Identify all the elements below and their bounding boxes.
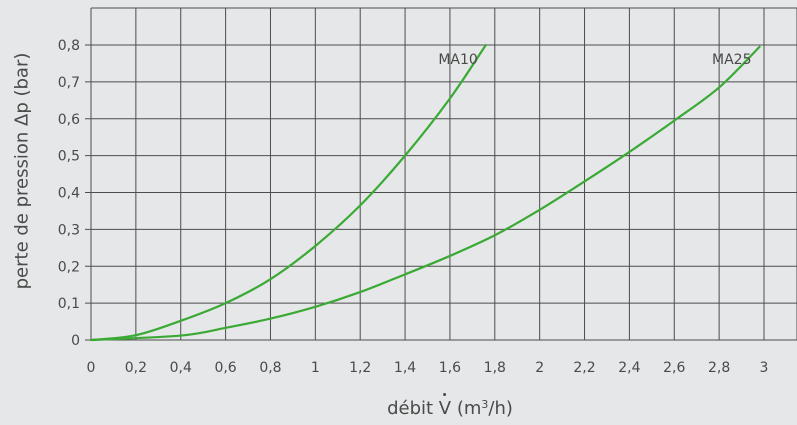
x-axis-title-prefix: débit xyxy=(387,398,439,419)
x-tick-label-15: 3 xyxy=(760,360,769,376)
x-tick-label-11: 2,2 xyxy=(573,360,595,376)
y-tick-label-6: 0,6 xyxy=(58,112,80,128)
y-tick-label-3: 0,3 xyxy=(58,222,80,238)
x-tick-label-12: 2,4 xyxy=(618,360,640,376)
x-tick-label-3: 0,6 xyxy=(214,360,236,376)
y-tick-label-8: 0,8 xyxy=(58,38,80,54)
x-tick-label-1: 0,2 xyxy=(125,360,147,376)
x-tick-label-14: 2,8 xyxy=(708,360,730,376)
x-axis-title-symbol: V xyxy=(438,393,452,419)
x-axis-title: débit V (m3/h) xyxy=(387,393,513,419)
y-tick-label-7: 0,7 xyxy=(58,75,80,91)
series-line-ma10 xyxy=(89,43,487,342)
y-tick-label-2: 0,2 xyxy=(58,259,80,275)
series-line-ma25 xyxy=(89,45,761,342)
y-tick-label-4: 0,4 xyxy=(58,186,80,202)
x-tick-label-9: 1,8 xyxy=(484,360,506,376)
x-axis-title-unit-close: /h) xyxy=(488,398,513,419)
x-tick-label-2: 0,4 xyxy=(170,360,192,376)
x-tick-label-6: 1,2 xyxy=(349,360,371,376)
series-label-ma25: MA25 xyxy=(712,52,751,68)
x-tick-label-13: 2,6 xyxy=(663,360,685,376)
series-labels: MA10 MA25 xyxy=(438,52,751,68)
x-tick-label-7: 1,4 xyxy=(394,360,416,376)
series-label-ma10: MA10 xyxy=(438,52,477,68)
x-axis-title-unit-sup: 3 xyxy=(481,398,489,411)
x-tick-label-0: 0 xyxy=(87,360,96,376)
x-tick-label-10: 2 xyxy=(535,360,544,376)
axes: 0 0,1 0,2 0,3 0,4 0,5 0,6 0,7 0,8 0 0,2 0,4 0,6 0,8 1 1… xyxy=(58,38,769,376)
x-tick-label-4: 0,8 xyxy=(259,360,281,376)
x-tick-label-5: 1 xyxy=(311,360,320,376)
y-axis-title: perte de pression Δp (bar) xyxy=(11,52,33,290)
grid xyxy=(90,7,797,341)
y-tick-label-5: 0,5 xyxy=(58,149,80,165)
series-lines xyxy=(89,43,761,342)
x-tick-label-8: 1,6 xyxy=(439,360,461,376)
x-axis-title-unit-open: (m xyxy=(451,398,482,419)
y-tick-label-1: 0,1 xyxy=(58,296,80,312)
plot-area xyxy=(91,8,797,340)
y-tick-label-0: 0 xyxy=(71,333,80,349)
